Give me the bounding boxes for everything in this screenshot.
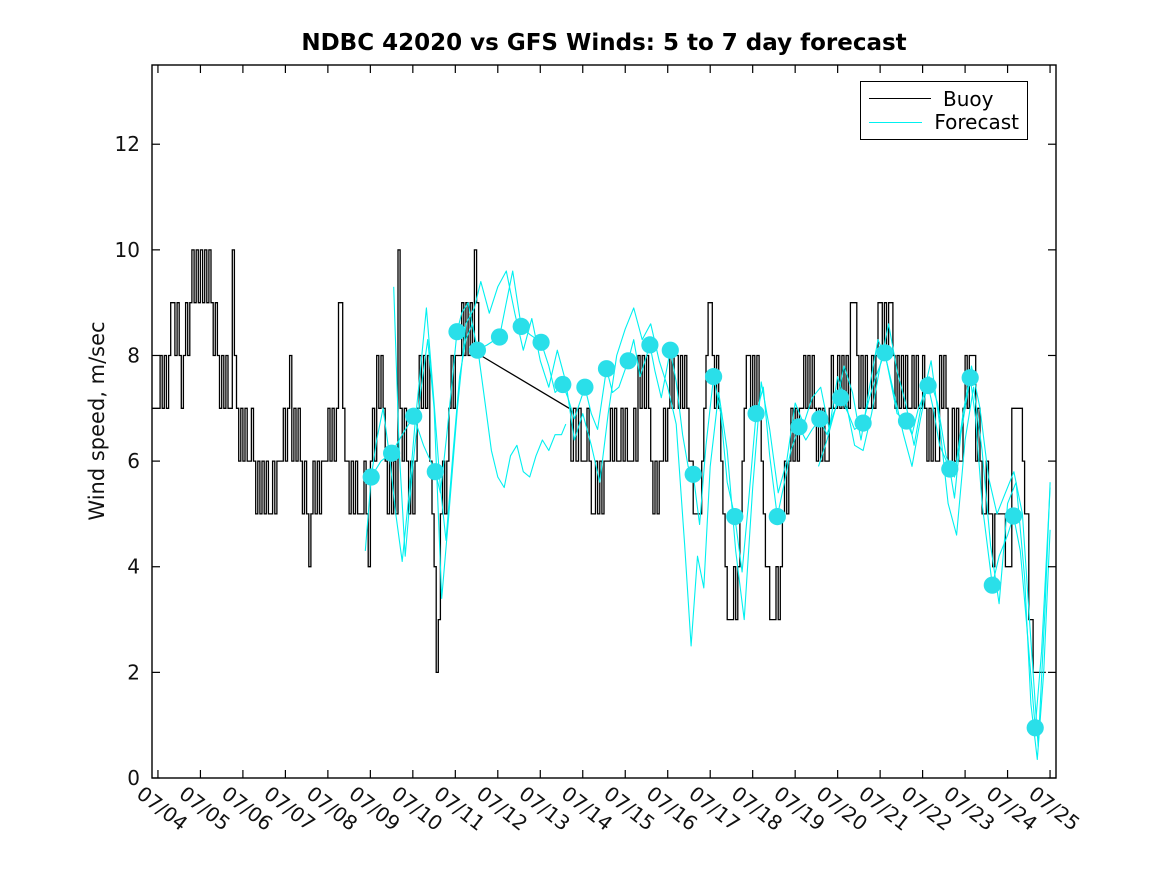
forecast-marker bbox=[684, 465, 702, 483]
forecast-marker bbox=[426, 463, 444, 481]
legend-label-forecast: Forecast bbox=[934, 110, 1019, 135]
forecast-marker bbox=[1026, 719, 1044, 737]
forecast-marker bbox=[576, 378, 594, 396]
forecast-series-line bbox=[393, 270, 1051, 761]
forecast-marker bbox=[597, 360, 616, 378]
forecast-marker bbox=[705, 368, 723, 386]
forecast-marker bbox=[941, 460, 959, 478]
forecast-series-line bbox=[364, 307, 567, 563]
axis-box bbox=[151, 64, 1057, 779]
forecast-marker bbox=[811, 410, 829, 428]
forecast-marker bbox=[897, 412, 916, 430]
buoy-series-line bbox=[569, 302, 1046, 674]
legend: Buoy Forecast bbox=[860, 81, 1028, 140]
forecast-marker bbox=[405, 407, 423, 425]
forecast-marker bbox=[448, 323, 466, 341]
forecast-marker bbox=[468, 341, 486, 359]
forecast-marker bbox=[512, 317, 530, 335]
forecast-marker bbox=[790, 418, 808, 436]
forecast-marker bbox=[919, 377, 937, 395]
forecast-marker bbox=[532, 333, 550, 351]
y-tick-label: 4 bbox=[127, 555, 140, 579]
y-tick-label: 8 bbox=[127, 343, 140, 367]
forecast-line-sample bbox=[869, 121, 923, 123]
forecast-marker bbox=[619, 352, 637, 370]
legend-label-buoy: Buoy bbox=[943, 86, 994, 111]
y-tick-label: 10 bbox=[115, 238, 140, 262]
forecast-series-line bbox=[817, 339, 1051, 747]
legend-item-buoy: Buoy bbox=[869, 89, 1019, 109]
forecast-marker bbox=[1004, 507, 1023, 525]
forecast-marker bbox=[641, 336, 659, 354]
y-tick-label: 6 bbox=[127, 449, 140, 473]
forecast-marker bbox=[726, 507, 744, 526]
forecast-marker bbox=[876, 344, 894, 362]
forecast-marker bbox=[854, 414, 872, 432]
legend-item-forecast: Forecast bbox=[869, 112, 1019, 132]
forecast-series-line bbox=[370, 270, 1051, 729]
forecast-marker bbox=[383, 444, 401, 462]
forecast-marker bbox=[554, 375, 572, 394]
forecast-marker bbox=[661, 341, 679, 359]
forecast-marker bbox=[983, 576, 1001, 594]
y-tick-label: 2 bbox=[127, 660, 140, 684]
buoy-series-line bbox=[152, 249, 481, 674]
buoy-series-line bbox=[480, 354, 570, 409]
forecast-marker bbox=[961, 369, 979, 387]
y-tick-label: 0 bbox=[127, 766, 140, 790]
forecast-marker bbox=[747, 405, 765, 423]
forecast-marker bbox=[362, 468, 380, 486]
chart-title: NDBC 42020 vs GFS Winds: 5 to 7 day fore… bbox=[301, 30, 907, 56]
forecast-marker bbox=[490, 328, 509, 346]
forecast-marker bbox=[768, 507, 786, 526]
buoy-line-sample bbox=[869, 98, 931, 100]
y-tick-label: 12 bbox=[115, 132, 140, 156]
forecast-marker bbox=[832, 389, 850, 407]
